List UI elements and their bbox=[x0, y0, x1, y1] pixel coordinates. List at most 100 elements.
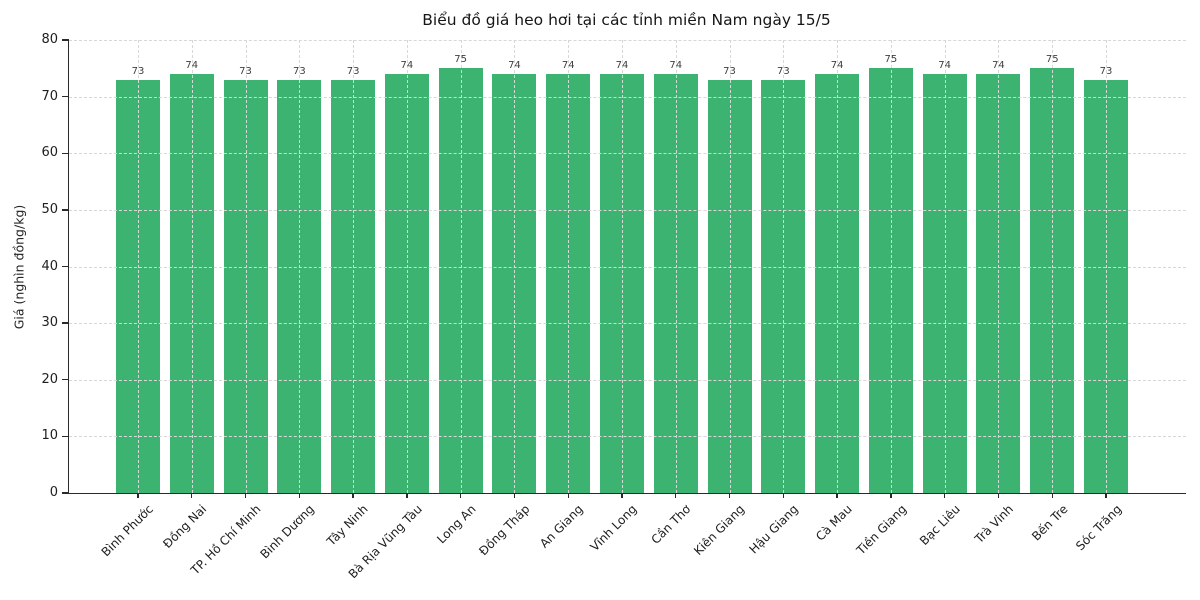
x-gridline bbox=[460, 40, 462, 493]
x-gridline bbox=[406, 40, 408, 493]
chart-title: Biểu đồ giá heo hơi tại các tỉnh miền Na… bbox=[422, 11, 831, 29]
y-tick-mark bbox=[62, 209, 69, 211]
bar-value-label: 73 bbox=[723, 65, 736, 77]
x-tick-label: Bạc Liêu bbox=[916, 502, 963, 548]
bar-value-label: 74 bbox=[669, 59, 683, 71]
x-gridline bbox=[568, 40, 570, 493]
x-gridline bbox=[138, 40, 139, 493]
y-tick-label: 30 bbox=[41, 315, 58, 331]
x-tick-mark bbox=[137, 493, 139, 498]
x-gridline bbox=[622, 40, 623, 493]
bar-value-label: 73 bbox=[346, 65, 360, 77]
bar-value-label: 74 bbox=[938, 59, 952, 71]
plot-area: 0 10 20 30 40 50 60 70 80 73 Bình Phước 74 Đồng Nai 7… bbox=[41, 32, 1186, 581]
x-tick-mark bbox=[890, 493, 892, 498]
x-tick-label: An Giang bbox=[537, 502, 587, 551]
y-tick-label: 40 bbox=[41, 258, 58, 274]
bar-value-label: 74 bbox=[992, 59, 1005, 71]
y-tick-mark bbox=[62, 379, 69, 381]
x-tick-label: Kiên Giang bbox=[691, 502, 748, 559]
x-tick-mark bbox=[244, 493, 247, 498]
x-tick-mark bbox=[406, 493, 408, 498]
bar-value-label: 73 bbox=[131, 65, 145, 77]
x-gridline bbox=[514, 40, 516, 493]
bar-value-label: 73 bbox=[776, 65, 790, 77]
x-tick-label: Tiền Giang bbox=[853, 502, 909, 558]
bar-value-label: 75 bbox=[1045, 54, 1059, 66]
x-tick-label: Cần Thơ bbox=[648, 502, 694, 547]
y-tick-label: 20 bbox=[41, 371, 58, 387]
x-tick-label: Đồng Nai bbox=[160, 502, 210, 552]
x-tick-mark bbox=[943, 493, 946, 498]
y-gridline bbox=[69, 436, 1186, 438]
x-gridline bbox=[675, 40, 677, 493]
y-tick-mark bbox=[62, 265, 69, 268]
bar-value-label: 74 bbox=[615, 59, 629, 71]
x-tick-mark bbox=[1051, 493, 1053, 498]
x-gridline bbox=[1106, 40, 1107, 493]
x-gridline bbox=[998, 40, 1000, 493]
y-tick-mark bbox=[62, 435, 69, 438]
bar-value-label: 74 bbox=[508, 59, 521, 71]
y-gridline bbox=[69, 323, 1186, 325]
y-gridline bbox=[69, 379, 1186, 381]
bar-value-label: 74 bbox=[830, 59, 844, 71]
x-tick-mark bbox=[728, 493, 731, 498]
x-tick-mark bbox=[191, 493, 193, 498]
x-gridline bbox=[729, 40, 731, 493]
x-tick-label: Long An bbox=[434, 502, 479, 547]
y-tick-label: 50 bbox=[41, 201, 58, 217]
x-tick-mark bbox=[621, 493, 623, 498]
x-gridline bbox=[353, 40, 355, 493]
y-gridline bbox=[69, 266, 1186, 268]
y-tick-label: 70 bbox=[41, 88, 58, 104]
x-tick-mark bbox=[782, 493, 785, 498]
y-tick-label: 80 bbox=[41, 32, 58, 47]
x-tick-mark bbox=[298, 493, 301, 498]
x-tick-label: Cà Mau bbox=[813, 502, 856, 544]
x-gridline bbox=[1052, 40, 1054, 493]
x-tick-mark bbox=[1105, 493, 1107, 498]
y-tick-mark bbox=[62, 152, 69, 154]
x-tick-label: Trà Vinh bbox=[972, 502, 1017, 546]
y-gridline bbox=[69, 153, 1186, 155]
x-tick-label: Bến Tre bbox=[1028, 502, 1071, 544]
bar-value-label: 75 bbox=[884, 54, 898, 66]
x-gridline bbox=[245, 40, 247, 493]
x-gridline bbox=[191, 40, 193, 493]
x-tick-mark bbox=[836, 493, 838, 498]
x-tick-label: Hậu Giang bbox=[746, 502, 802, 557]
bar-value-label: 73 bbox=[292, 65, 306, 77]
bar-value-label: 73 bbox=[1099, 65, 1113, 77]
y-gridline bbox=[69, 209, 1186, 211]
y-tick-mark bbox=[62, 39, 69, 41]
y-tick-label: 0 bbox=[49, 485, 58, 500]
x-gridline bbox=[783, 40, 785, 493]
x-tick-label: Bình Dương bbox=[257, 502, 318, 562]
x-tick-mark bbox=[997, 493, 1000, 498]
x-tick-mark bbox=[675, 493, 677, 498]
y-tick-label: 10 bbox=[41, 428, 58, 444]
x-tick-mark bbox=[459, 493, 462, 498]
y-tick-label: 60 bbox=[41, 145, 58, 161]
x-tick-label: Vĩnh Long bbox=[587, 502, 640, 555]
x-tick-label: Đồng Tháp bbox=[476, 502, 533, 559]
x-tick-label: Tây Ninh bbox=[324, 502, 372, 549]
bar-value-label: 74 bbox=[400, 59, 414, 71]
x-tick-mark bbox=[513, 493, 516, 498]
x-gridline bbox=[944, 40, 946, 493]
bar-value-label: 73 bbox=[239, 65, 252, 77]
bar-value-label: 74 bbox=[561, 59, 575, 71]
bar-value-label: 74 bbox=[185, 59, 199, 71]
y-tick-mark bbox=[62, 322, 69, 324]
x-gridline bbox=[837, 40, 839, 493]
y-tick-mark bbox=[62, 95, 69, 98]
x-tick-label: Bình Phước bbox=[98, 502, 156, 560]
x-tick-label: Sóc Trăng bbox=[1072, 502, 1124, 554]
y-gridline bbox=[69, 96, 1186, 98]
bar-value-label: 75 bbox=[454, 54, 468, 66]
y-tick-mark bbox=[62, 492, 69, 494]
y-gridline bbox=[69, 40, 1186, 41]
x-tick-mark bbox=[567, 493, 569, 498]
